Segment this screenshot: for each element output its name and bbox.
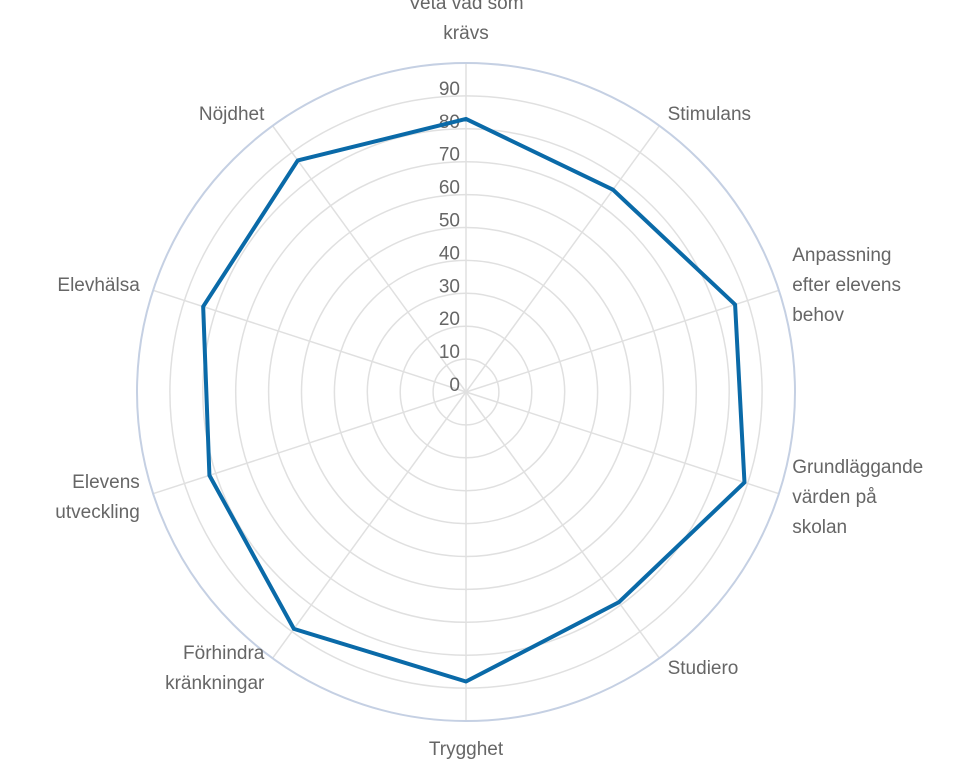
grid-ring	[169, 95, 763, 689]
r-tick-label: 10	[439, 342, 460, 363]
category-label: Veta vad som krävs	[408, 0, 524, 44]
category-label: Stimulans	[667, 103, 752, 125]
r-tick-label: 50	[439, 211, 460, 232]
category-label: Förhindra kränkningar	[165, 643, 265, 695]
grid-ring	[432, 358, 500, 426]
r-tick-label: 0	[449, 375, 460, 396]
r-tick-label: 20	[439, 309, 460, 330]
grid-ring	[202, 128, 730, 656]
category-label: Trygghet	[428, 739, 504, 760]
series-line	[201, 116, 747, 684]
grid-ring	[300, 226, 632, 558]
r-tick-label: 40	[439, 243, 460, 264]
r-tick-label: 90	[439, 79, 460, 100]
r-tick-label: 70	[439, 145, 460, 166]
grid	[136, 62, 796, 722]
grid-ring	[234, 160, 698, 624]
category-label: Studiero	[667, 658, 739, 680]
category-label: Anpassning efter elevens behov	[792, 245, 901, 326]
grid-ring	[366, 292, 566, 492]
grid-ring	[267, 193, 665, 591]
grid-ring	[333, 259, 599, 525]
category-label: Elevhälsa	[57, 275, 140, 296]
r-tick-label: 60	[439, 178, 460, 199]
r-tick-label: 30	[439, 276, 460, 297]
grid-ring	[399, 325, 533, 459]
category-label: Grundläggande värden på skolan	[792, 456, 924, 538]
category-label: Nöjdhet	[198, 103, 265, 125]
outer-ring	[136, 62, 796, 722]
category-label: Elevens utveckling	[55, 471, 140, 523]
